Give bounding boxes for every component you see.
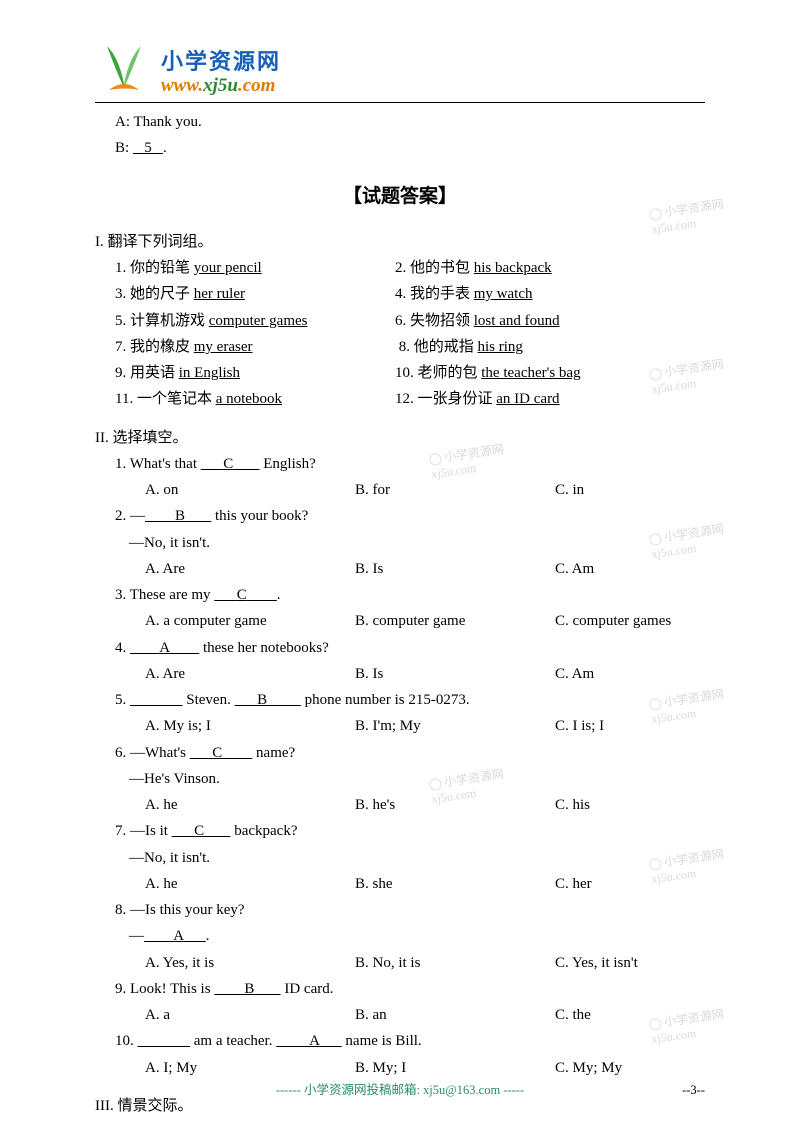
q8: 8. —Is this your key? bbox=[95, 897, 705, 923]
q3: 3. These are my C . bbox=[95, 582, 705, 608]
s1-item: 2. 他的书包 his backpack bbox=[395, 255, 705, 281]
page-number: --3-- bbox=[682, 1083, 705, 1098]
s1-item: 3. 她的尺子 her ruler bbox=[115, 281, 395, 307]
q2: 2. — B this your book? bbox=[95, 503, 705, 529]
page-title: 【试题答案】 bbox=[95, 180, 705, 213]
logo-icon bbox=[95, 40, 153, 98]
content: A: Thank you. B: 5 . 【试题答案】 I. 翻译下列词组。 1… bbox=[95, 109, 705, 1119]
intro-line-a: A: Thank you. bbox=[95, 109, 705, 135]
intro-line-b: B: 5 . bbox=[95, 135, 705, 161]
section-2-body: 1. What's that C English? A. onB. forC. … bbox=[95, 451, 705, 1081]
s1-item: 7. 我的橡皮 my eraser bbox=[115, 334, 395, 360]
s1-item: 6. 失物招领 lost and found bbox=[395, 308, 705, 334]
q1: 1. What's that C English? bbox=[95, 451, 705, 477]
s1-item: 5. 计算机游戏 computer games bbox=[115, 308, 395, 334]
q7: 7. —Is it C backpack? bbox=[95, 818, 705, 844]
logo-title: 小学资源网 bbox=[161, 44, 281, 76]
q10: 10. am a teacher. A name is Bill. bbox=[95, 1028, 705, 1054]
logo-text: 小学资源网 www.xj5u.com bbox=[161, 44, 281, 95]
q9: 9. Look! This is B ID card. bbox=[95, 976, 705, 1002]
section-1-heading: I. 翻译下列词组。 bbox=[95, 229, 705, 255]
s1-item: 9. 用英语 in English bbox=[115, 360, 395, 386]
section-2-heading: II. 选择填空。 bbox=[95, 425, 705, 451]
s1-item: 8. 他的戒指 his ring bbox=[395, 334, 705, 360]
logo-url: www.xj5u.com bbox=[161, 76, 281, 95]
s1-item: 1. 你的铅笔 your pencil bbox=[115, 255, 395, 281]
section-1-body: 1. 你的铅笔 your pencil2. 他的书包 his backpack … bbox=[95, 255, 705, 413]
footer-text: ------ 小学资源网投稿邮箱: xj5u@163.com ----- bbox=[0, 1079, 800, 1098]
s1-item: 12. 一张身份证 an ID card bbox=[395, 386, 705, 412]
q4: 4. A these her notebooks? bbox=[95, 635, 705, 661]
s1-item: 4. 我的手表 my watch bbox=[395, 281, 705, 307]
logo-area: 小学资源网 www.xj5u.com bbox=[95, 40, 705, 98]
q6: 6. —What's C name? bbox=[95, 740, 705, 766]
header-divider bbox=[95, 102, 705, 103]
q5: 5. Steven. B phone number is 215-0273. bbox=[95, 687, 705, 713]
s1-item: 11. 一个笔记本 a notebook bbox=[115, 386, 395, 412]
s1-item: 10. 老师的包 the teacher's bag bbox=[395, 360, 705, 386]
